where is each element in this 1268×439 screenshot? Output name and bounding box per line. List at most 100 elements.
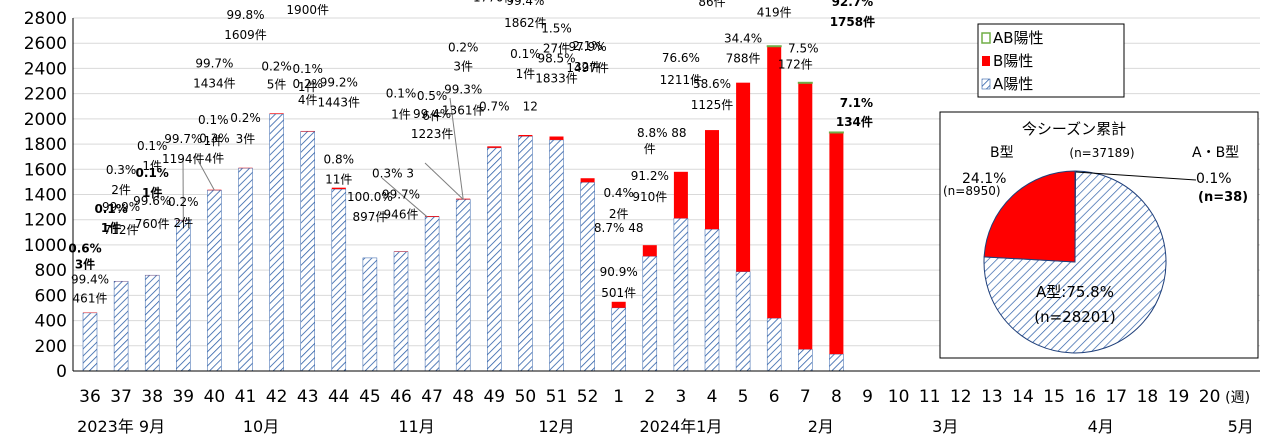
bar-data-label: 27件	[543, 42, 570, 56]
bar-data-label: 3件	[236, 132, 256, 146]
bar-data-label: 1件	[142, 185, 162, 200]
month-label: 12月	[538, 417, 574, 436]
bar-b-positive	[331, 187, 346, 190]
x-tick-label: 20	[1199, 387, 1221, 407]
bar-data-label: 99.9%	[102, 200, 140, 214]
pie-b-n: (n=8950)	[943, 184, 1001, 198]
x-unit-label: (週)	[1225, 390, 1250, 406]
y-tick-label: 1400	[24, 186, 67, 206]
y-tick-label: 2000	[24, 110, 67, 130]
bar-data-label: 98.5%	[537, 52, 575, 66]
y-tick-label: 2400	[24, 59, 67, 79]
bar-a-positive	[704, 228, 720, 372]
x-tick-label: 42	[266, 387, 288, 407]
bar-b-positive	[673, 171, 688, 219]
x-tick-label: 19	[1168, 387, 1190, 407]
legend-swatch-b	[982, 56, 990, 66]
bar-data-label: 0.1%	[198, 113, 229, 127]
bar-data-label: 12	[523, 99, 538, 113]
bar-data-label: 99.3%	[444, 83, 482, 97]
bar-data-label: 8.8% 88	[637, 126, 687, 140]
x-tick-label: 39	[172, 387, 194, 407]
bar-data-label: 76.6%	[662, 51, 700, 65]
bar-data-label: 0.1%	[292, 62, 323, 76]
bar-data-label: 1900件	[286, 3, 329, 17]
pie-b-pct: 24.1%	[962, 171, 1006, 187]
bar-data-label: 1件	[391, 107, 411, 121]
bar-data-label: 788件	[726, 52, 761, 66]
bar-a-positive	[580, 182, 595, 372]
bar-data-label: 32件	[574, 60, 601, 74]
bar-data-label: 90.9%	[600, 265, 638, 279]
x-tick-label: 36	[79, 387, 101, 407]
bar-data-label: 461件	[73, 292, 108, 306]
pie-slice	[983, 170, 1076, 263]
bar-ab-positive	[766, 45, 782, 48]
pie-a-n: (n=28201)	[1034, 308, 1116, 326]
bar-data-label: 99.4%	[506, 0, 544, 8]
bar-data-label: 0.1%	[386, 86, 417, 100]
x-tick-label: 52	[577, 387, 599, 407]
bar-data-label: 6件	[422, 109, 442, 123]
bar-data-label: 0.7%	[479, 99, 510, 113]
pie-ab-pct: 0.1%	[1196, 171, 1232, 187]
x-tick-label: 37	[110, 387, 132, 407]
month-label: 3月	[932, 417, 958, 436]
bar-data-label: 1770件	[473, 0, 516, 4]
pie-a-label: A型:75.8%	[1036, 283, 1114, 301]
x-tick-label: 14	[1012, 387, 1034, 407]
bar-data-label: 99.7%	[164, 132, 202, 146]
bar-data-label: 4件	[205, 152, 225, 166]
bar-data-label: 1361件	[442, 104, 485, 118]
y-tick-label: 2600	[24, 34, 67, 54]
pie-ab-n: (n=38)	[1198, 190, 1248, 205]
bar-data-label: 172件	[778, 57, 813, 71]
bar-a-positive	[424, 216, 440, 372]
bar-data-label: 0.3% 3	[372, 166, 414, 180]
x-tick-label: 40	[204, 387, 226, 407]
bar-data-label: 2件	[111, 183, 131, 197]
bar-a-positive	[798, 349, 813, 372]
bar-data-label: 1211件	[660, 73, 703, 87]
y-tick-label: 0	[56, 362, 67, 382]
bar-a-positive	[362, 257, 378, 372]
month-label: 5月	[1228, 417, 1254, 436]
bar-a-positive	[642, 256, 658, 372]
bar-data-label: 897件	[352, 210, 387, 224]
bar-b-positive	[269, 113, 284, 114]
bar-data-label: 0.5%	[417, 89, 448, 103]
bar-b-positive	[487, 146, 502, 148]
bar-data-label: 99.8%	[226, 8, 264, 22]
bar-a-positive	[549, 139, 564, 372]
bar-ab-positive	[828, 131, 844, 134]
bar-data-label: 4件	[298, 93, 318, 107]
leader-line	[449, 97, 464, 200]
bar-data-label: 2件	[173, 216, 193, 230]
bar-data-label: 0.2%	[261, 59, 292, 73]
bar-data-label: 0.1%	[136, 166, 169, 180]
month-label: 2024年1月	[639, 417, 722, 436]
bar-data-label: 3件	[75, 257, 95, 272]
y-tick-label: 800	[35, 261, 67, 281]
pie-b-header: B型	[990, 145, 1014, 161]
bar-data-label: 1443件	[318, 96, 361, 110]
bar-data-label: 0.3%	[199, 132, 230, 146]
x-tick-label: 8	[831, 387, 842, 407]
bar-data-label: 2.1%	[572, 39, 603, 53]
y-tick-label: 400	[35, 312, 67, 332]
bar-data-label: 1609件	[224, 28, 267, 42]
bar-data-label: 0.8%	[324, 153, 355, 167]
bar-data-label: 1125件	[691, 98, 734, 112]
y-tick-label: 600	[35, 286, 67, 306]
bar-b-positive	[518, 134, 533, 137]
x-tick-label: 10	[888, 387, 910, 407]
pie-ab-leader	[1075, 171, 1197, 181]
x-tick-label: 1	[613, 387, 624, 407]
legend-label-a: A陽性	[993, 75, 1033, 93]
bar-a-positive	[735, 271, 751, 372]
x-tick-label: 7	[800, 387, 811, 407]
pie-n-total: (n=37189)	[1069, 146, 1134, 160]
x-tick-label: 13	[981, 387, 1003, 407]
bar-data-label: 11件	[325, 173, 352, 187]
